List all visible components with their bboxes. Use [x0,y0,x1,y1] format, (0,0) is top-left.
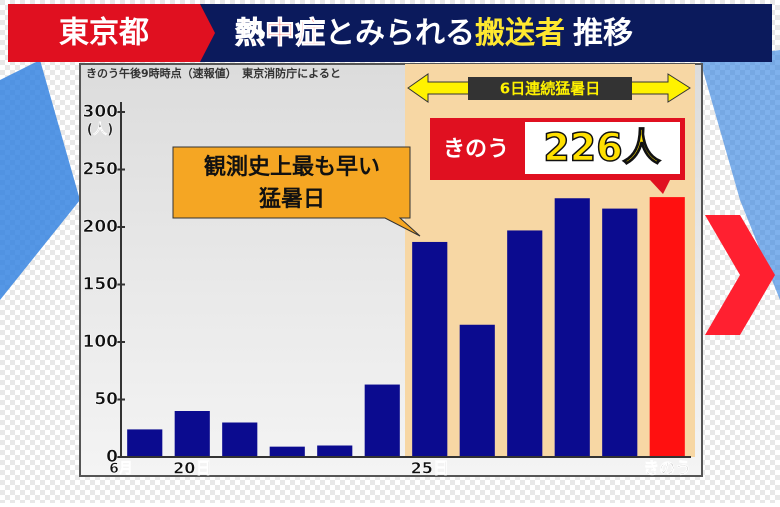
bar [364,384,400,457]
earliest-label: 観測史上最も早い [204,154,380,180]
bar [459,324,495,457]
x-tick-label: 20日 [173,459,211,478]
earliest-callout [172,146,421,237]
bar [602,208,638,457]
deco [700,50,780,300]
title-part: 推移 [573,16,633,51]
bar [317,445,353,457]
value-label: 226人 [543,126,660,170]
subtitle: きのう午後9時時点（速報値） 東京消防庁によると [86,66,341,80]
bar [222,422,258,457]
value-label-box [525,122,680,174]
yesterday-label: きのう [443,137,509,162]
y-unit: (人) [87,121,114,138]
bar [554,198,590,457]
bar [269,446,305,457]
deco-chevron [705,215,775,335]
bar [127,429,163,457]
title-part: とみられる [325,16,475,51]
title-part: 熱中症 [235,16,325,51]
y-tick-label: 200 [83,217,119,237]
y-tick-label: 0 [106,447,118,467]
header-title: 熱中症とみられる搬送者 推移 [235,16,633,51]
x-tick-label: きのう [643,459,691,478]
x-tick-label: 25日 [411,459,449,478]
title-part: 搬送者 [475,16,565,51]
bar [507,230,543,457]
y-tick-label: 150 [83,275,119,295]
bar [649,197,685,457]
callout-pointer [650,180,670,194]
x-start-label: 6月 [109,461,133,477]
y-tick-label: 300 [83,102,119,122]
bar [412,241,448,457]
streak-label-box [468,77,632,100]
header-location-box [8,4,215,62]
y-tick-label: 250 [83,160,119,180]
y-tick-label: 100 [83,332,119,352]
bar [174,411,210,457]
earliest-label: 猛暑日 [258,186,325,212]
y-tick-label: 50 [94,390,118,410]
header-location: 東京都 [59,16,149,51]
deco [0,60,80,300]
streak-label: 6日連続猛暑日 [500,80,600,98]
